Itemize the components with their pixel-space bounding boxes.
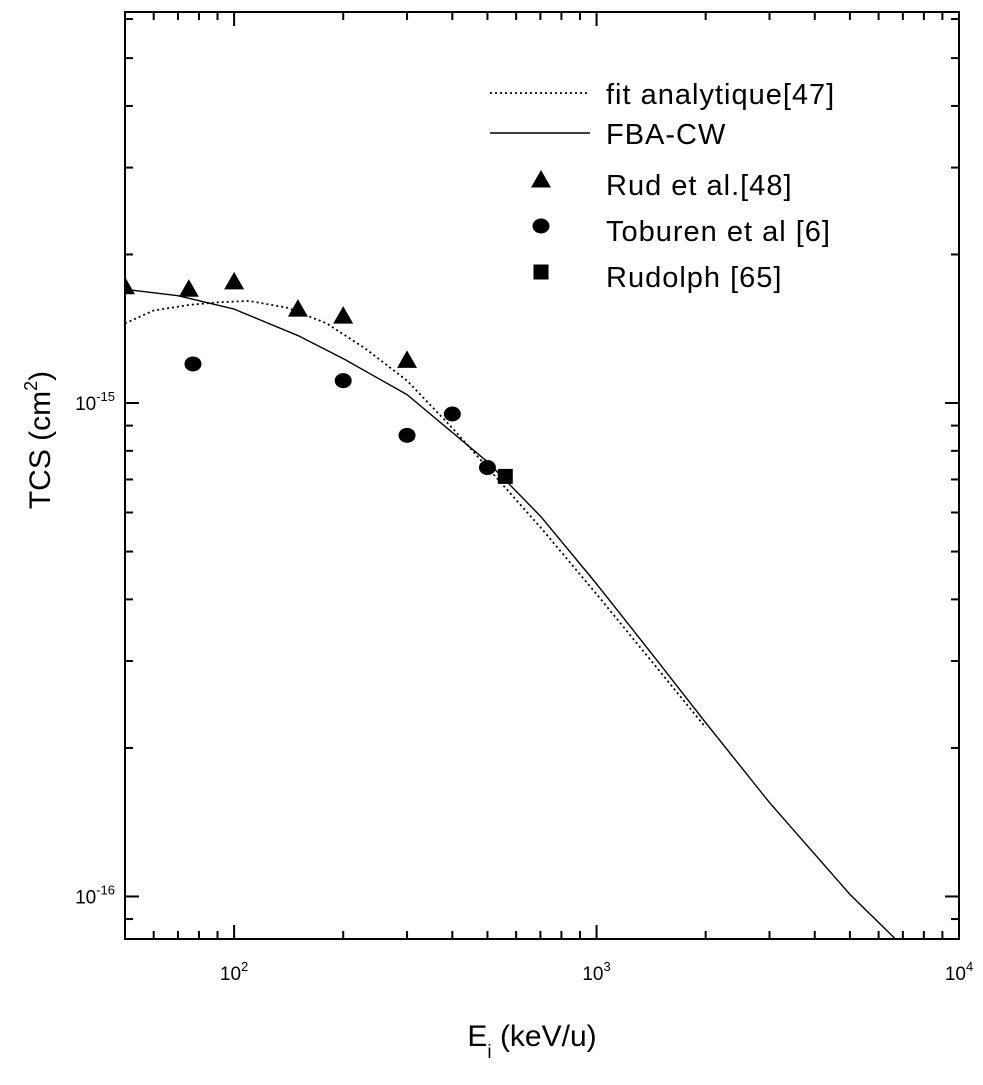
y-tick-exp: -15 (96, 389, 115, 404)
x-tick-base: 10 (220, 964, 241, 985)
x-tick-exp: 2 (241, 959, 248, 974)
legend-label: Rudolph [65] (606, 262, 782, 294)
x-tick-base: 10 (582, 964, 603, 985)
series-triangle (125, 271, 418, 368)
data-point-circle (478, 460, 496, 476)
y-tick-base: 10 (75, 887, 96, 908)
fba-cw-curve (125, 288, 897, 939)
data-point-circle (398, 427, 416, 443)
series-circle (184, 356, 496, 476)
y-axis-title-main: TCS (cm (24, 391, 57, 509)
x-tick-label: 103 (582, 959, 610, 985)
y-tick-label: 10-16 (75, 882, 115, 908)
data-point-triangle (397, 350, 418, 368)
data-point-circle (443, 406, 461, 422)
data-point-triangle (125, 276, 135, 295)
data-point-circle (184, 356, 202, 372)
series-square (497, 468, 513, 484)
x-tick-label: 102 (220, 959, 248, 985)
series-layer (125, 271, 897, 939)
y-axis-title: TCS (cm2) (21, 371, 57, 509)
x-axis-title: Ei (keV/u) (467, 1020, 596, 1063)
legend-swatch-triangle (531, 170, 551, 188)
x-axis-title-rest: (keV/u) (492, 1020, 597, 1053)
major-ticks (125, 12, 960, 939)
plot-frame (124, 11, 960, 940)
y-tick-base: 10 (75, 394, 96, 415)
legend-label: Rud et al.[48] (606, 170, 793, 202)
y-tick-label: 10-15 (75, 389, 115, 415)
data-point-square (497, 468, 513, 484)
data-point-circle (334, 373, 352, 389)
legend-label: Toburen et al [6] (606, 216, 831, 248)
x-tick-exp: 4 (966, 959, 973, 974)
x-tick-exp: 3 (604, 959, 611, 974)
y-axis-title-sup: 2 (21, 381, 41, 391)
legend-label: fit analytique[47] (606, 79, 835, 111)
legend-swatch-circle (532, 218, 550, 234)
x-axis-title-sub: i (487, 1042, 491, 1063)
y-tick-exp: -16 (96, 882, 115, 897)
data-point-triangle (178, 279, 199, 297)
x-tick-base: 10 (945, 964, 966, 985)
data-point-triangle (287, 299, 308, 317)
y-axis-title-rest: ) (24, 371, 57, 381)
x-axis-title-main: E (467, 1020, 487, 1053)
data-point-triangle (333, 306, 354, 324)
legend-label: FBA-CW (606, 119, 726, 151)
series-dotted-line (125, 300, 707, 729)
data-point-triangle (224, 271, 245, 290)
fit-analytique-curve (125, 300, 707, 729)
series-solid-line (125, 288, 897, 939)
x-tick-label: 104 (945, 959, 973, 985)
minor-ticks (124, 12, 959, 939)
legend-swatch-square (533, 264, 549, 280)
legend: fit analytique[47] FBA-CW Rud et al.[48] To… (490, 79, 835, 294)
